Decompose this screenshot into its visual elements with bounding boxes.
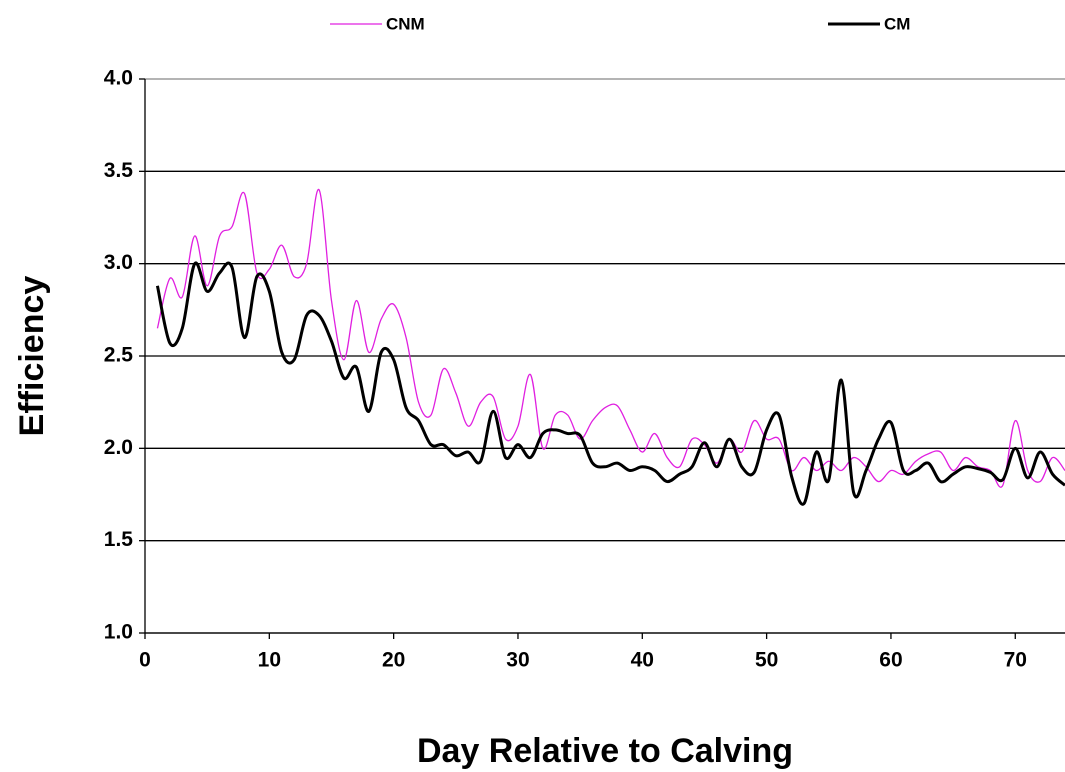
x-tick-label: 20: [382, 649, 405, 672]
y-axis-label: Efficiency: [13, 276, 51, 437]
y-tick-label: 3.0: [104, 251, 133, 274]
x-tick-label: 60: [879, 649, 902, 672]
x-tick-label: 30: [506, 649, 529, 672]
legend-label: CM: [884, 14, 910, 33]
series-line: [156, 189, 1065, 488]
y-tick-label: 3.5: [104, 159, 134, 182]
y-tick-label: 1.5: [104, 528, 134, 551]
legend-label: CNM: [386, 14, 425, 33]
x-axis-label: Day Relative to Calving: [417, 732, 793, 770]
y-tick-label: 1.0: [104, 621, 133, 644]
y-tick-label: 2.0: [104, 436, 133, 459]
x-tick-label: 50: [755, 649, 778, 672]
y-tick-label: 4.0: [104, 67, 133, 90]
series-line: [155, 261, 1065, 506]
x-tick-label: 10: [258, 649, 281, 672]
y-tick-label: 2.5: [104, 344, 134, 367]
x-tick-label: 0: [139, 649, 151, 672]
x-tick-label: 70: [1004, 649, 1027, 672]
x-tick-label: 40: [631, 649, 654, 672]
